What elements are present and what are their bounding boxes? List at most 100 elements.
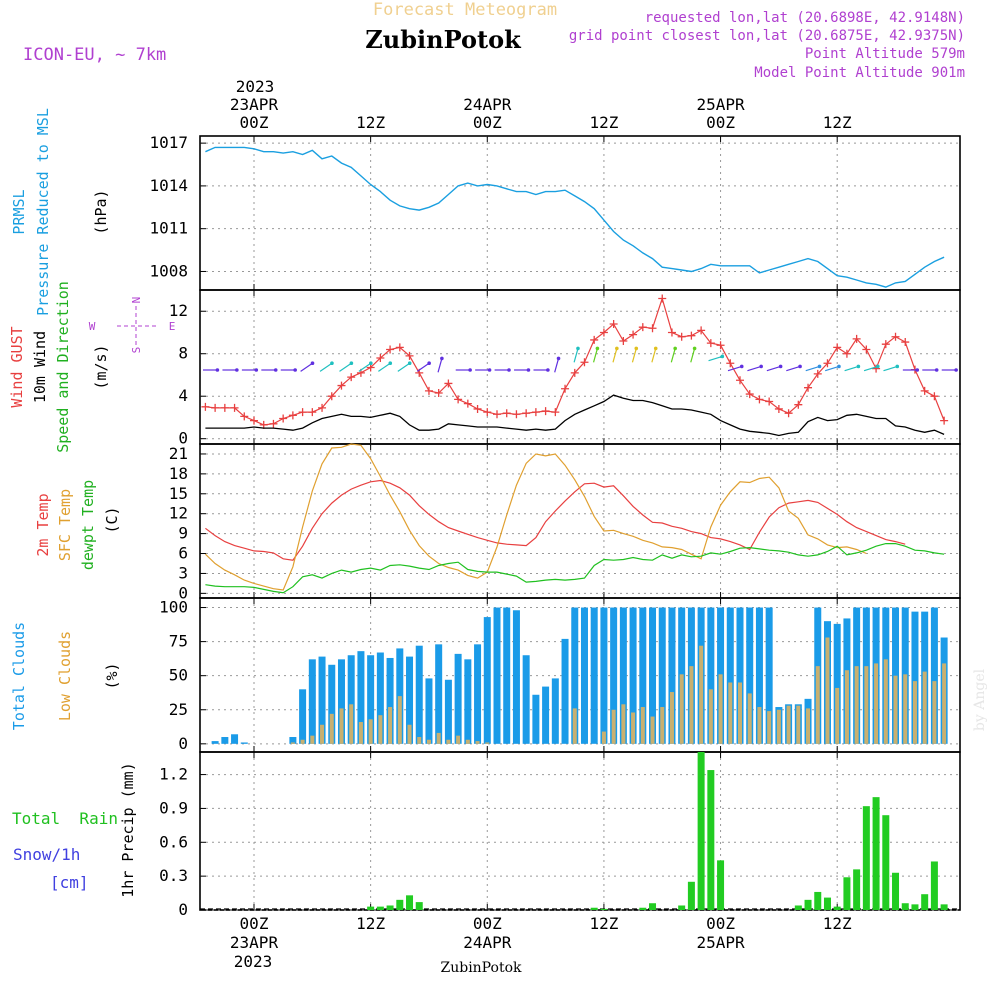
rain-bar <box>687 881 695 910</box>
sfc-temp-line <box>204 443 867 591</box>
rain-bar <box>882 815 890 910</box>
wind-arrow <box>883 365 898 372</box>
total-cloud-bar <box>629 607 637 744</box>
wind-arrow <box>378 362 391 372</box>
total-cloud-bar <box>619 607 627 744</box>
ytick-label: 0.9 <box>159 798 188 817</box>
ytick-label: 0.6 <box>159 832 188 851</box>
wind-arrow-head <box>720 354 725 359</box>
wind-arrow-head <box>934 368 939 372</box>
rain-bar <box>600 908 608 910</box>
gust-marker <box>599 328 608 337</box>
compass-west: W <box>89 320 96 333</box>
bottom-time-label: 00Z <box>706 914 735 933</box>
low-cloud-bar <box>679 674 684 744</box>
low-cloud-bar <box>796 705 801 744</box>
gust-marker <box>454 395 463 404</box>
sfc-temp-label: SFC Temp <box>56 489 74 561</box>
wind-arrow-head <box>954 368 958 372</box>
total-cloud-bar <box>930 607 938 744</box>
footer-location: ZubinPotok <box>440 960 522 976</box>
gust-marker <box>434 389 443 398</box>
ytick-label: 1014 <box>149 176 188 195</box>
low-cloud-bar <box>456 735 461 744</box>
total-cloud-bar <box>289 737 297 744</box>
wind-arrow-head <box>615 346 619 351</box>
low-cloud-bar <box>669 692 674 744</box>
wind-panel: 0 4 8 12 <box>169 289 961 448</box>
gust-marker <box>794 400 803 409</box>
temp2m-label: 2m Temp <box>34 493 52 556</box>
wind-arrow <box>651 348 657 363</box>
wind-arrow-head <box>526 368 531 372</box>
low-cloud-bar <box>485 742 490 744</box>
total-cloud-bar <box>765 607 773 744</box>
top-time-label: 00Z <box>240 113 269 132</box>
total-cloud-bar <box>707 607 715 744</box>
ytick-label: 0.3 <box>159 866 188 885</box>
wind-arrow <box>437 358 443 373</box>
total-cloud-bar <box>911 611 919 744</box>
wind-arrow-head <box>837 364 841 369</box>
wind-arrow <box>863 365 879 372</box>
precip-panel: 0 0.3 0.6 0.9 1.2 <box>159 751 961 919</box>
wind10m-line <box>205 394 945 437</box>
rain-bar <box>794 905 802 910</box>
total-cloud-bar <box>503 607 511 744</box>
dewpt-label: dewpt Temp <box>79 480 97 570</box>
bottom-time-label: 12Z <box>823 914 852 933</box>
wind-arrow-head <box>778 364 783 369</box>
total-cloud-bar <box>231 734 239 744</box>
rain-bar <box>833 906 841 910</box>
low-cloud-bar <box>912 681 917 744</box>
low-cloud-bar <box>825 637 830 744</box>
total-cloud-bar <box>474 644 482 744</box>
low-cloud-bar <box>864 666 869 744</box>
total-cloud-bar <box>833 623 841 744</box>
gust-marker <box>570 368 579 377</box>
low-cloud-bar <box>942 663 947 744</box>
model-altitude: Model Point Altitude 901m <box>754 65 965 81</box>
low-cloud-bar <box>835 687 840 744</box>
bottom-time-label: 12Z <box>589 914 618 933</box>
rain-bar <box>814 891 822 910</box>
wind-arrow-head <box>349 361 354 366</box>
total-cloud-bar <box>376 652 384 744</box>
low-cloud-bar <box>650 716 655 744</box>
gust-marker <box>444 379 453 388</box>
wind-arrow-head <box>856 364 861 369</box>
rain-bar <box>823 897 831 910</box>
total-cloud-bar <box>610 607 618 744</box>
low-cloud-bar <box>786 705 791 744</box>
wind-arrow-head <box>369 361 373 366</box>
ytick-label: 3 <box>178 563 188 582</box>
low-cloud-bar <box>922 671 927 744</box>
low-cloud-bar <box>874 663 879 744</box>
bottom-year: 2023 <box>234 952 273 971</box>
wind-direction-label: Speed and Direction <box>54 281 72 453</box>
gust-marker <box>901 338 910 347</box>
low-cloud-bar <box>844 670 849 744</box>
gust-marker <box>755 395 764 404</box>
top-date-label: 25APR <box>696 95 745 114</box>
snow-label: Snow/1h <box>13 845 80 864</box>
total-cloud-bar <box>493 607 501 744</box>
bottom-time-label: 00Z <box>473 914 502 933</box>
total-cloud-bar <box>483 617 491 744</box>
rain-bar <box>707 770 715 910</box>
rain-bar <box>415 902 423 910</box>
low-cloud-bar <box>767 711 772 744</box>
ytick-label: 75 <box>169 632 188 651</box>
wind-arrow <box>554 358 560 373</box>
gust-marker <box>561 384 570 393</box>
gust-marker <box>405 351 414 360</box>
snow-unit: [cm] <box>50 873 89 892</box>
gust-marker <box>298 408 307 417</box>
requested-lonlat: requested lon,lat (20.6898E, 42.9148N) <box>645 10 965 26</box>
top-date-label: 23APR <box>230 95 279 114</box>
gust-marker <box>619 336 628 345</box>
low-cloud-bar <box>407 724 412 744</box>
wind-arrow-head <box>692 346 697 351</box>
low-cloud-bar <box>475 741 480 744</box>
gust-marker <box>687 331 696 340</box>
